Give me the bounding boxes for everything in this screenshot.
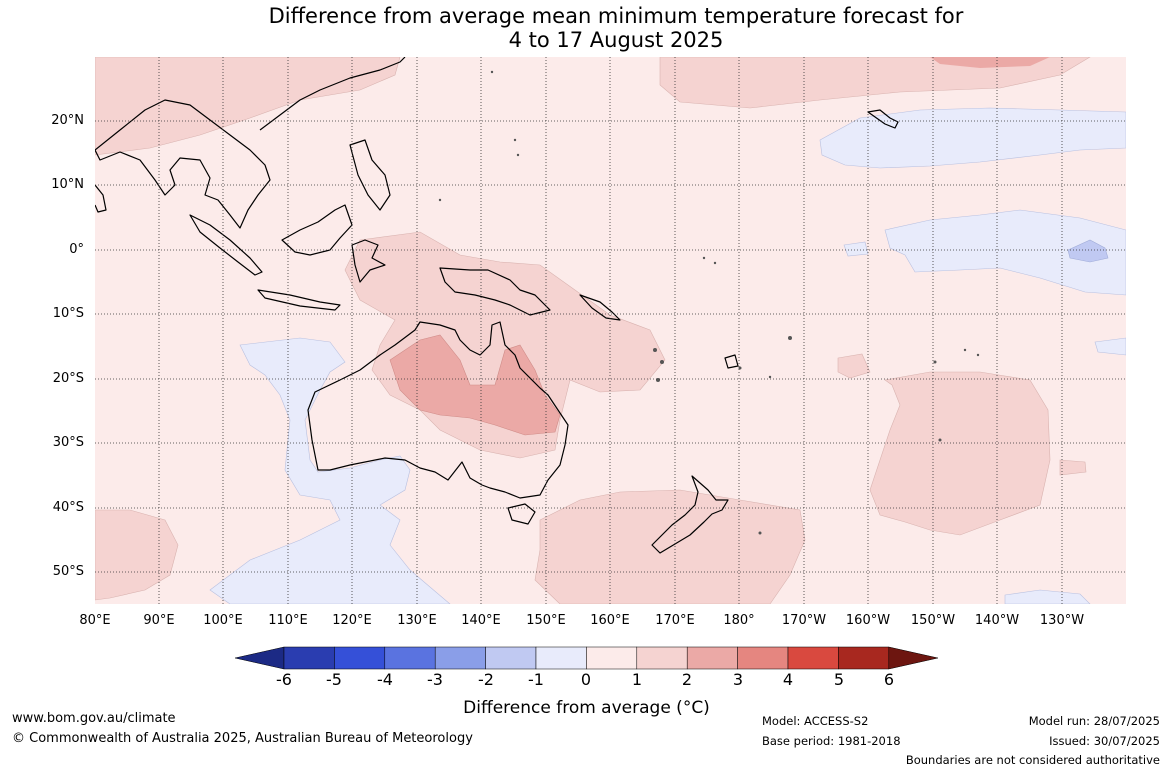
lon-label-90e: 90°E bbox=[143, 613, 175, 628]
colorbar-segment bbox=[737, 646, 789, 670]
lon-label-130e: 130°E bbox=[397, 613, 437, 628]
cool-anomaly-core bbox=[1067, 239, 1109, 263]
colorbar-arrow-low bbox=[234, 646, 285, 670]
copyright-text: © Commonwealth of Australia 2025, Austra… bbox=[12, 731, 473, 746]
colorbar-segment bbox=[384, 646, 436, 670]
title-line-1: Difference from average mean minimum tem… bbox=[268, 4, 964, 28]
colorbar-segment bbox=[434, 646, 486, 670]
title-line-2: 4 to 17 August 2025 bbox=[508, 28, 724, 52]
lat-label-10s: 10°S bbox=[52, 306, 84, 321]
colorbar-label-text: Difference from average ( bbox=[463, 698, 683, 718]
lon-label-110e: 110°E bbox=[268, 613, 308, 628]
colorbar-segment bbox=[334, 646, 386, 670]
lon-label-170w: 170°W bbox=[781, 613, 827, 628]
lat-label-20s: 20°S bbox=[52, 371, 84, 386]
australia-coastline bbox=[307, 321, 569, 499]
colorbar-tick: -5 bbox=[326, 670, 342, 689]
colorbar-tick: 4 bbox=[782, 670, 794, 689]
colorbar-tick: 6 bbox=[883, 670, 895, 689]
colorbar-tick: -1 bbox=[528, 670, 544, 689]
lon-label-80e: 80°E bbox=[79, 613, 111, 628]
colorbar-segment bbox=[535, 646, 587, 670]
colorbar-segment bbox=[686, 646, 738, 670]
lat-label-40s: 40°S bbox=[52, 500, 84, 515]
cool-anomaly-regions bbox=[209, 107, 1126, 604]
model-run-text: Model run: 28/07/2025 bbox=[1028, 714, 1160, 728]
lon-label-140e: 140°E bbox=[461, 613, 501, 628]
lon-label-160w: 160°W bbox=[845, 613, 891, 628]
lon-label-150w: 150°W bbox=[910, 613, 956, 628]
sumatra-coastline bbox=[189, 214, 263, 276]
colorbar-segment bbox=[485, 646, 537, 670]
colorbar-segment bbox=[586, 646, 638, 670]
colorbar-label: Difference from average (°C) bbox=[0, 697, 1173, 719]
lon-label-160e: 160°E bbox=[590, 613, 630, 628]
website-link[interactable]: www.bom.gov.au/climate bbox=[12, 711, 176, 726]
lon-label-130w: 130°W bbox=[1039, 613, 1085, 628]
colorbar-segment bbox=[787, 646, 839, 670]
colorbar-segment bbox=[838, 646, 890, 670]
colorbar-tick: -4 bbox=[377, 670, 393, 689]
lon-label-120e: 120°E bbox=[332, 613, 372, 628]
chart-title: Difference from average mean minimum tem… bbox=[0, 4, 1173, 52]
colorbar-tick: 3 bbox=[732, 670, 744, 689]
disclaimer-text: Boundaries are not considered authoritat… bbox=[905, 753, 1160, 767]
colorbar-label-unit: °C) bbox=[682, 698, 710, 718]
lon-label-140w: 140°W bbox=[974, 613, 1020, 628]
colorbar-tick: -2 bbox=[478, 670, 494, 689]
new-guinea-coastline bbox=[439, 267, 551, 316]
base-period-text: Base period: 1981-2018 bbox=[762, 734, 901, 748]
gridlines bbox=[95, 57, 1126, 604]
colorbar-segment bbox=[636, 646, 688, 670]
lon-label-170e: 170°E bbox=[655, 613, 695, 628]
lat-label-20n: 20°N bbox=[51, 113, 84, 128]
lat-label-10n: 10°N bbox=[51, 177, 84, 192]
lon-label-100e: 100°E bbox=[203, 613, 243, 628]
lat-label-0: 0° bbox=[69, 242, 84, 257]
colorbar-arrow-high bbox=[888, 646, 939, 670]
java-coastline bbox=[257, 289, 341, 311]
issued-text: Issued: 30/07/2025 bbox=[1049, 734, 1160, 748]
colorbar-segment bbox=[283, 646, 335, 670]
lat-label-50s: 50°S bbox=[52, 564, 84, 579]
colorbar-tick: 2 bbox=[681, 670, 693, 689]
model-text: Model: ACCESS-S2 bbox=[762, 714, 869, 728]
small-islands bbox=[438, 70, 980, 535]
colorbar-tick: 5 bbox=[833, 670, 845, 689]
colorbar-tick: -6 bbox=[276, 670, 292, 689]
lon-label-150e: 150°E bbox=[526, 613, 566, 628]
lon-label-180: 180° bbox=[723, 613, 755, 628]
forecast-map bbox=[95, 57, 1126, 604]
colorbar-tick: 1 bbox=[631, 670, 643, 689]
colorbar-tick: -3 bbox=[427, 670, 443, 689]
colorbar-tick: 0 bbox=[580, 670, 592, 689]
lat-label-30s: 30°S bbox=[52, 435, 84, 450]
